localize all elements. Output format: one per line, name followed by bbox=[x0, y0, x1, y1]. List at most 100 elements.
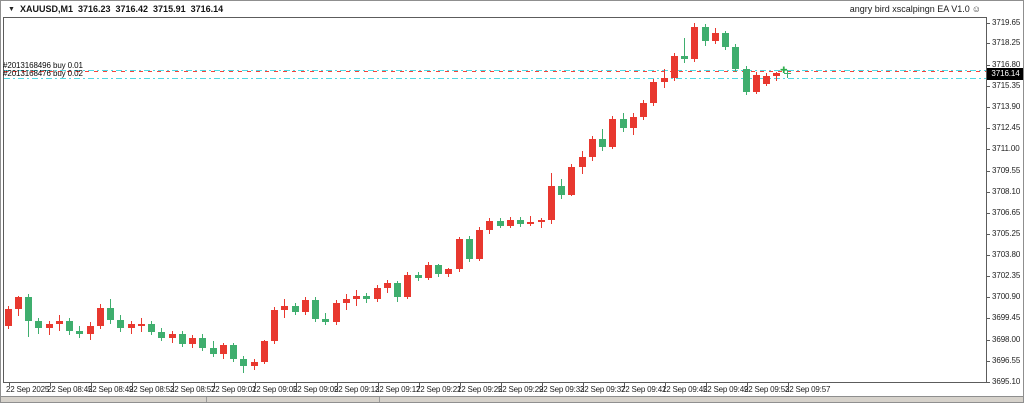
time-axis-tick bbox=[583, 383, 584, 386]
time-axis-tick bbox=[255, 383, 256, 386]
buy-order-line-2[interactable] bbox=[4, 78, 986, 79]
candle-body bbox=[466, 239, 473, 259]
candle-body bbox=[128, 324, 135, 328]
price-axis-label: 3702.35 bbox=[992, 271, 1021, 280]
price-axis-label: 3698.00 bbox=[992, 335, 1021, 344]
current-price-tag: 3716.14 bbox=[987, 68, 1023, 80]
candle-wick bbox=[776, 72, 777, 81]
candle-wick bbox=[684, 38, 685, 63]
time-axis-label: 22 Sep 09:33 bbox=[539, 385, 585, 394]
candle-body bbox=[230, 345, 237, 359]
price-axis-tick bbox=[986, 107, 990, 108]
time-axis-label: 22 Sep 09:49 bbox=[703, 385, 749, 394]
time-axis-tick bbox=[542, 383, 543, 386]
time-axis-label: 22 Sep 09:01 bbox=[211, 385, 257, 394]
bar-high-value: 3716.42 bbox=[115, 4, 149, 14]
candle-body bbox=[343, 299, 350, 303]
candle-body bbox=[579, 157, 586, 167]
order-label-buy-2[interactable]: #2013168476 buy 0.02 bbox=[3, 69, 83, 78]
bar-close-value: 3716.14 bbox=[190, 4, 224, 14]
candle-body bbox=[712, 33, 719, 41]
candle-body bbox=[650, 82, 657, 103]
candle-body bbox=[773, 73, 780, 76]
candle-body bbox=[312, 300, 319, 319]
candle-body bbox=[158, 332, 165, 338]
candle-body bbox=[609, 119, 616, 147]
buy-order-line-1[interactable] bbox=[4, 70, 986, 71]
candle-body bbox=[538, 220, 545, 222]
candle-wick bbox=[530, 216, 531, 226]
plot-border-top bbox=[3, 17, 987, 18]
candle-body bbox=[435, 265, 442, 274]
candle-body bbox=[251, 362, 258, 366]
price-axis-label: 3700.90 bbox=[992, 292, 1021, 301]
candle-wick bbox=[49, 321, 50, 335]
time-axis-label: 22 Sep 08:57 bbox=[170, 385, 216, 394]
time-axis-label: 22 Sep 09:21 bbox=[416, 385, 462, 394]
candle-body bbox=[681, 56, 688, 59]
candle-wick bbox=[541, 218, 542, 228]
price-axis-tick bbox=[986, 65, 990, 66]
candle-body bbox=[46, 324, 53, 328]
candle-body bbox=[784, 73, 791, 74]
candle-body bbox=[763, 76, 770, 84]
candle-body bbox=[589, 139, 596, 157]
time-axis-label: 22 Sep 2025 bbox=[6, 385, 50, 394]
symbol-period-label: XAUUSD,M1 bbox=[19, 4, 73, 14]
candle-body bbox=[517, 220, 524, 224]
time-axis-tick bbox=[624, 383, 625, 386]
time-axis-tick bbox=[296, 383, 297, 386]
price-axis-label: 3711.00 bbox=[992, 144, 1020, 153]
time-axis-label: 22 Sep 09:09 bbox=[293, 385, 339, 394]
price-axis-label: 3719.65 bbox=[992, 18, 1021, 27]
price-axis-tick bbox=[986, 255, 990, 256]
candle-body bbox=[302, 300, 309, 312]
candle-body bbox=[527, 222, 534, 224]
candle-body bbox=[497, 221, 504, 226]
candle-body bbox=[558, 186, 565, 195]
candle-body bbox=[240, 359, 247, 366]
candle-body bbox=[322, 319, 329, 322]
candle-wick bbox=[787, 70, 788, 78]
price-axis-tick bbox=[986, 234, 990, 235]
candle-body bbox=[87, 326, 94, 334]
candle-body bbox=[271, 310, 278, 341]
time-axis-tick bbox=[706, 383, 707, 386]
candle-body bbox=[476, 230, 483, 259]
ea-title: angry bird xscalpingn EA V1.0 ☺ bbox=[850, 3, 981, 15]
candle-body bbox=[415, 275, 422, 278]
order-label-buy-1[interactable]: #2013168496 buy 0.01 bbox=[3, 61, 83, 70]
time-axis-tick bbox=[378, 383, 379, 386]
price-axis-label: 3712.45 bbox=[992, 123, 1021, 132]
candle-body bbox=[671, 56, 678, 78]
ask-price-line[interactable] bbox=[4, 71, 986, 72]
price-axis-label: 3696.55 bbox=[992, 356, 1021, 365]
candle-body bbox=[138, 324, 145, 326]
candle-body bbox=[66, 321, 73, 331]
bottom-window-strip bbox=[1, 396, 1023, 402]
time-axis-tick bbox=[132, 383, 133, 386]
price-axis-tick bbox=[986, 340, 990, 341]
candle-body bbox=[189, 338, 196, 344]
price-axis-label: 3695.10 bbox=[992, 377, 1021, 386]
symbol-dropdown-icon[interactable]: ▼ bbox=[8, 5, 15, 13]
time-axis-label: 22 Sep 09:41 bbox=[621, 385, 667, 394]
candle-body bbox=[169, 334, 176, 338]
price-axis-tick bbox=[986, 86, 990, 87]
candle-body bbox=[261, 341, 268, 362]
candle-body bbox=[199, 338, 206, 348]
time-axis-tick bbox=[665, 383, 666, 386]
candle-body bbox=[661, 78, 668, 82]
candle-body bbox=[5, 309, 12, 326]
ea-name-label: angry bird xscalpingn EA V1.0 bbox=[849, 4, 970, 14]
time-axis-label: 22 Sep 08:53 bbox=[129, 385, 175, 394]
time-axis-tick bbox=[173, 383, 174, 386]
price-axis-tick bbox=[986, 318, 990, 319]
candle-body bbox=[15, 297, 22, 309]
candle-body bbox=[97, 308, 104, 326]
price-axis-tick bbox=[986, 213, 990, 214]
ea-smiley-icon[interactable]: ☺ bbox=[971, 4, 981, 14]
time-axis-label: 22 Sep 09:25 bbox=[457, 385, 503, 394]
